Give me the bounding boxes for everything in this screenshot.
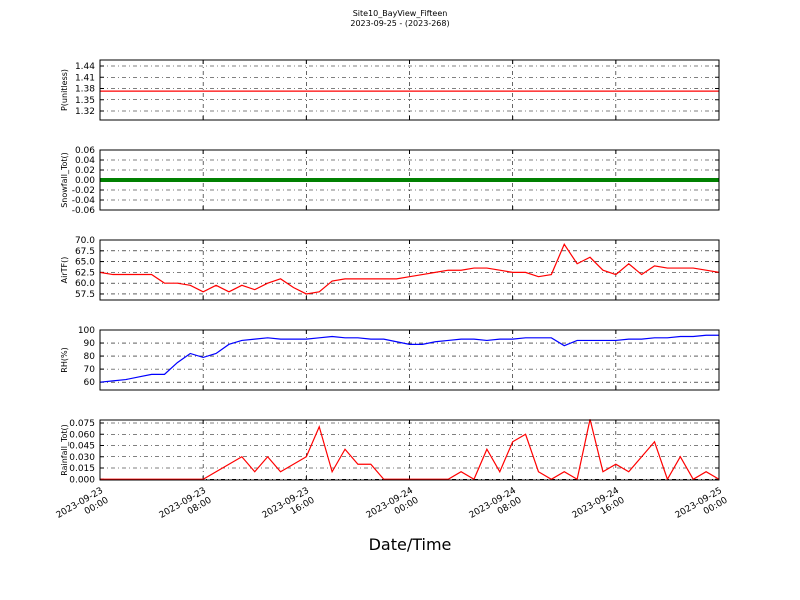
y-tick-label: 0.02 bbox=[75, 166, 95, 176]
y-tick-label: 0.030 bbox=[69, 453, 95, 463]
data-line bbox=[100, 419, 720, 481]
y-tick-label: 60 bbox=[84, 378, 96, 388]
y-axis-label: Snowfall_Tot() bbox=[60, 152, 69, 208]
y-tick-label: 0.00 bbox=[75, 176, 95, 186]
y-tick-label: 1.35 bbox=[75, 96, 95, 106]
y-tick-label: 0.04 bbox=[75, 156, 95, 166]
y-tick-label: 70 bbox=[84, 365, 96, 375]
y-tick-label: 1.32 bbox=[75, 107, 95, 117]
y-tick-label: -0.04 bbox=[72, 196, 96, 206]
y-tick-label: 80 bbox=[84, 352, 96, 362]
y-tick-label: -0.02 bbox=[72, 186, 95, 196]
data-line bbox=[99, 243, 720, 295]
y-tick-label: 60.0 bbox=[75, 279, 95, 289]
y-tick-label: 62.5 bbox=[75, 268, 95, 278]
y-tick-label: 65.0 bbox=[75, 258, 95, 268]
y-tick-label: 1.41 bbox=[75, 73, 95, 83]
y-tick-label: 0.075 bbox=[69, 419, 95, 429]
x-axis-label: Date/Time bbox=[369, 535, 452, 554]
y-axis-label: P(unitless) bbox=[60, 69, 69, 111]
y-tick-label: 1.44 bbox=[75, 62, 95, 72]
y-axis-label: RH(%) bbox=[60, 347, 69, 372]
chart-title: Site10_BayView_Fifteen bbox=[353, 9, 448, 18]
plot-frame bbox=[99, 239, 720, 301]
y-tick-label: 90 bbox=[84, 339, 96, 349]
plot-frame bbox=[99, 59, 720, 121]
y-tick-label: 100 bbox=[78, 326, 95, 336]
y-tick-label: 0.045 bbox=[69, 442, 95, 452]
y-axis-label: Rainfall_Tot() bbox=[60, 424, 69, 476]
y-tick-label: 57.5 bbox=[75, 290, 95, 300]
plot-frame bbox=[99, 419, 720, 481]
y-tick-label: 0.000 bbox=[69, 475, 95, 485]
y-tick-label: 67.5 bbox=[75, 247, 95, 257]
y-tick-label: 0.06 bbox=[75, 146, 95, 156]
plot-frame bbox=[99, 329, 720, 391]
y-tick-label: 70.0 bbox=[75, 236, 95, 246]
plot-frame bbox=[99, 149, 720, 211]
y-tick-label: 1.38 bbox=[75, 85, 95, 95]
y-axis-label: AirTF() bbox=[60, 257, 69, 284]
chart-subtitle: 2023-09-25 - (2023-268) bbox=[350, 19, 449, 28]
data-line bbox=[99, 334, 719, 383]
y-tick-label: 0.015 bbox=[69, 464, 95, 474]
y-tick-label: -0.06 bbox=[72, 206, 96, 216]
y-tick-label: 0.060 bbox=[69, 430, 95, 440]
